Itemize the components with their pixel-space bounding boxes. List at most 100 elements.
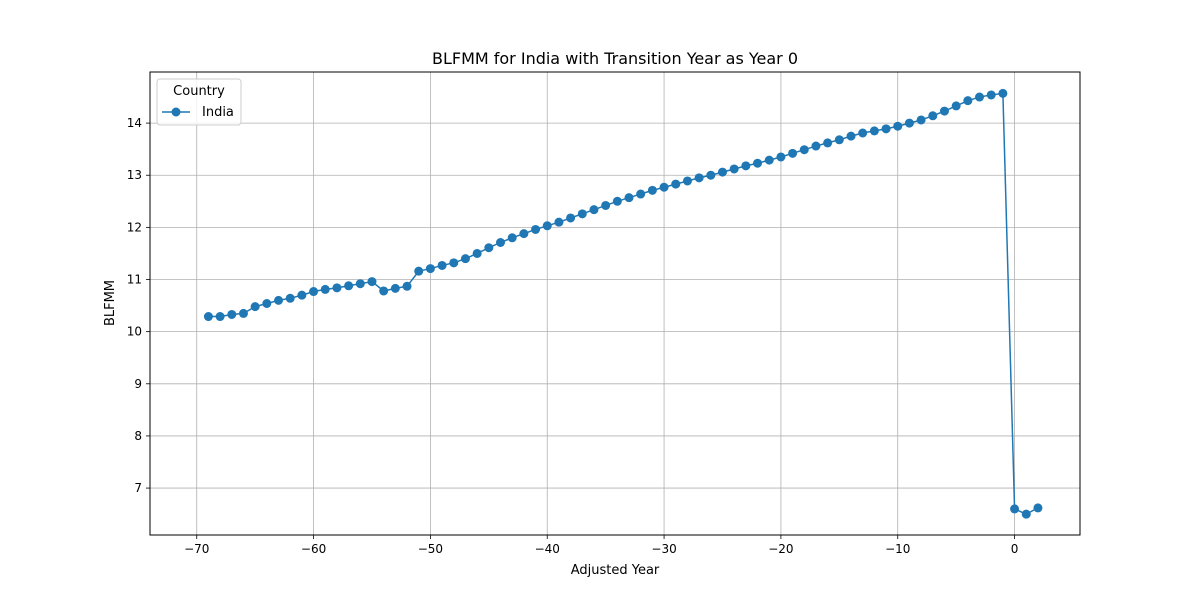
data-point (986, 90, 996, 100)
data-point (624, 193, 634, 203)
data-point (928, 111, 938, 121)
data-point (507, 233, 517, 243)
data-point (472, 248, 482, 258)
data-point (799, 145, 809, 155)
data-point (694, 173, 704, 183)
data-point (297, 290, 307, 300)
x-tick-label: 0 (1011, 542, 1019, 556)
data-point (203, 312, 213, 322)
data-point (893, 121, 903, 131)
data-point (601, 200, 611, 210)
data-point (753, 158, 763, 168)
data-point (1021, 509, 1031, 519)
y-axis-ticks: 7 8 9 10 11 12 13 14 (127, 116, 150, 495)
data-point (484, 243, 494, 253)
data-point (788, 148, 798, 158)
x-axis-ticks: −70 −60 −50 −40 −30 −20 −10 0 (184, 535, 1018, 556)
y-tick-label: 8 (134, 429, 142, 443)
data-point (975, 92, 985, 102)
data-point (904, 118, 914, 128)
data-point (729, 164, 739, 174)
data-point (344, 281, 354, 291)
data-point (262, 299, 272, 308)
data-point (939, 106, 949, 116)
x-tick-label: −30 (651, 542, 676, 556)
data-point (963, 96, 973, 106)
data-point (846, 131, 856, 141)
data-point (834, 135, 844, 145)
data-point (554, 217, 564, 227)
data-point (425, 264, 435, 274)
data-point (659, 182, 669, 192)
data-point (542, 221, 552, 231)
data-point (285, 293, 295, 303)
data-point (460, 254, 470, 264)
x-axis-label: Adjusted Year (571, 563, 660, 578)
data-point (355, 279, 365, 289)
data-point (776, 152, 786, 162)
data-point (741, 161, 751, 171)
data-point (717, 167, 727, 177)
data-point (519, 229, 529, 239)
data-point (577, 209, 587, 219)
data-point (706, 170, 716, 180)
data-point (414, 266, 424, 276)
x-tick-label: −40 (535, 542, 560, 556)
data-point (320, 284, 330, 294)
plot-frame (149, 71, 1081, 536)
data-point (215, 312, 225, 322)
data-point (612, 196, 622, 206)
data-point (390, 283, 400, 293)
x-tick-label: −50 (418, 542, 443, 556)
data-point (402, 281, 412, 291)
data-point (858, 128, 868, 138)
y-tick-label: 10 (127, 325, 142, 339)
grid-lines (150, 72, 1080, 535)
legend-marker-swatch (171, 107, 181, 117)
data-point (671, 179, 681, 189)
x-tick-label: −70 (184, 542, 209, 556)
legend-title: Country (173, 84, 225, 99)
data-point (309, 287, 319, 297)
data-point (636, 189, 646, 199)
x-tick-label: −60 (301, 542, 326, 556)
data-point (367, 277, 377, 287)
y-tick-label: 9 (134, 377, 142, 391)
y-tick-label: 7 (134, 481, 142, 495)
data-point (449, 258, 459, 268)
data-point (1033, 503, 1043, 513)
data-point (238, 308, 248, 318)
data-point (437, 260, 447, 270)
chart-title: BLFMM for India with Transition Year as … (432, 49, 798, 68)
x-tick-label: −10 (885, 542, 910, 556)
y-tick-label: 14 (127, 116, 142, 130)
data-point (811, 141, 821, 151)
data-point (274, 295, 284, 305)
data-point (589, 205, 599, 215)
data-point (916, 115, 926, 125)
data-point (998, 88, 1008, 98)
data-point (496, 238, 505, 247)
data-point (379, 286, 389, 296)
data-point (764, 155, 774, 165)
y-tick-label: 12 (127, 220, 142, 234)
data-point (951, 101, 961, 111)
data-point (332, 283, 342, 293)
data-point (881, 124, 891, 134)
data-point (1010, 504, 1020, 514)
data-point (682, 176, 692, 186)
y-tick-label: 11 (127, 273, 142, 287)
data-point (647, 185, 657, 195)
plot-area (150, 72, 1080, 535)
data-point (250, 302, 260, 312)
x-tick-label: −20 (768, 542, 793, 556)
legend-entry-india: India (202, 105, 234, 120)
data-point (869, 126, 879, 136)
data-point (823, 138, 833, 148)
data-point (227, 309, 237, 319)
y-tick-label: 13 (127, 168, 142, 182)
data-point (531, 224, 541, 234)
data-series (203, 88, 1043, 519)
data-point (566, 213, 576, 223)
